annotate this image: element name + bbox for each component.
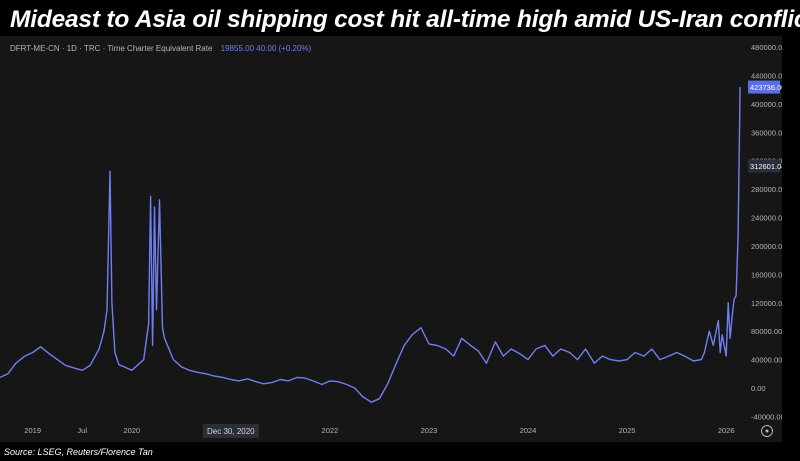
crosshair-date-label: Dec 30, 2020 (207, 427, 255, 436)
price-chart[interactable]: -40000.00 0.00 40000.00 80000.00 120000.00 16… (0, 36, 782, 442)
series-line (0, 87, 741, 403)
y-tick-label: 400000.00 (751, 100, 782, 109)
symbol-legend[interactable]: DFRT-ME-CN · 1D · TRC · Time Charter Equ… (10, 42, 311, 56)
y-tick-label: 360000.00 (751, 128, 782, 137)
x-tick-label: Jul (77, 426, 87, 435)
y-tick-label: 0.00 (751, 384, 766, 393)
settings-button[interactable] (761, 425, 773, 437)
crosshair-date-box (202, 424, 259, 438)
y-tick-label: -40000.00 (751, 412, 782, 421)
chart-headline: Mideast to Asia oil shipping cost hit al… (10, 6, 800, 33)
y-tick-label: 80000.00 (751, 327, 782, 336)
y-tick-label: 440000.00 (751, 72, 782, 81)
x-tick-label: 2025 (619, 426, 636, 435)
x-tick-label: 2026 (718, 426, 735, 435)
x-tick-label: 2022 (322, 426, 339, 435)
last-price-label: 423736.00 (750, 83, 782, 92)
symbol-description: DFRT-ME-CN · 1D · TRC · Time Charter Equ… (10, 44, 213, 53)
y-tick-label: 280000.00 (751, 185, 782, 194)
symbol-values: 19855.00 40.00 (+0.20%) (220, 44, 312, 53)
y-tick-label: 40000.00 (751, 356, 782, 365)
y-tick-label: 240000.00 (751, 214, 782, 223)
x-tick-label: 2023 (421, 426, 438, 435)
gear-icon (761, 425, 773, 437)
last-price-box (748, 80, 780, 94)
x-tick-label: 2024 (520, 426, 537, 435)
price-marker-box (748, 159, 780, 173)
y-tick-label: 200000.00 (751, 242, 782, 251)
y-tick-label: 160000.00 (751, 270, 782, 279)
y-tick-label: 480000.00 (751, 43, 782, 52)
x-tick-label: 2019 (24, 426, 41, 435)
source-credit: Source: LSEG, Reuters/Florence Tan (4, 447, 153, 457)
price-marker-label: 312601.04 (750, 162, 782, 171)
x-tick-label: 2020 (123, 426, 140, 435)
y-tick-label: 120000.00 (751, 299, 782, 308)
